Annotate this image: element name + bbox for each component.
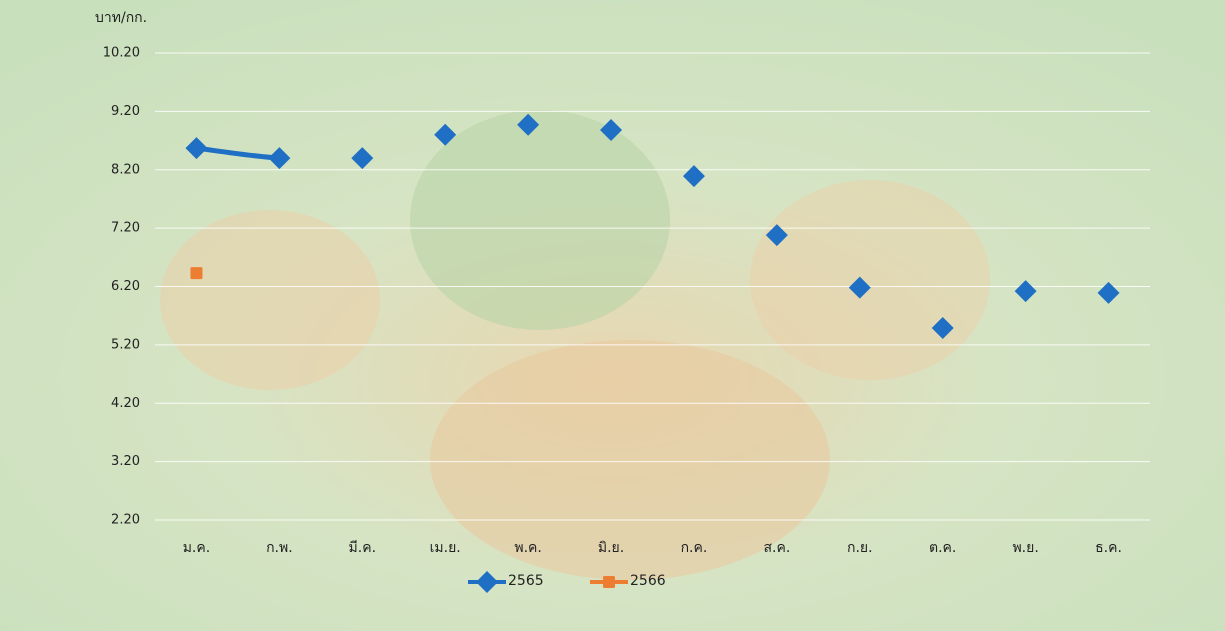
x-tick-label: มิ.ย. (598, 540, 624, 556)
y-tick-label: 8.20 (111, 162, 140, 177)
y-tick-label: 2.20 (111, 513, 140, 528)
data-point (1014, 280, 1037, 303)
y-tick-label: 3.20 (111, 454, 140, 469)
legend-label: 2566 (630, 573, 666, 589)
y-tick-label: 7.20 (111, 221, 140, 236)
y-tick-label: 9.20 (111, 104, 140, 119)
data-point (765, 224, 788, 247)
legend-label: 2565 (508, 573, 544, 589)
y-tick-label: 6.20 (111, 279, 140, 294)
y-tick-label: 5.20 (111, 337, 140, 352)
data-point (848, 276, 871, 299)
data-point (1097, 281, 1120, 304)
x-tick-label: มี.ค. (349, 540, 377, 556)
background-shape (750, 180, 990, 380)
y-tick-label: 10.20 (103, 46, 140, 61)
y-tick-label: 4.20 (111, 396, 140, 411)
data-point (517, 113, 540, 136)
background-shape (410, 110, 670, 330)
x-tick-label: ก.ย. (847, 540, 873, 556)
x-tick-label: ม.ค. (183, 540, 211, 556)
data-point (434, 123, 457, 146)
x-tick-label: ต.ค. (929, 540, 956, 556)
x-tick-label: ธ.ค. (1095, 540, 1122, 556)
x-tick-label: ก.พ. (266, 540, 293, 556)
x-tick-label: ส.ค. (763, 540, 790, 556)
x-tick-label: พ.ค. (514, 540, 542, 556)
data-point (931, 316, 954, 339)
data-point (268, 147, 291, 170)
legend-marker (476, 571, 498, 593)
data-point (351, 147, 374, 170)
legend-marker (603, 576, 615, 588)
background-shape (160, 210, 380, 390)
data-point (185, 137, 208, 160)
data-point (600, 119, 623, 142)
data-point (682, 165, 705, 188)
x-tick-label: เม.ย. (430, 540, 461, 556)
data-point (190, 267, 203, 280)
x-tick-label: พ.ย. (1012, 540, 1038, 556)
x-tick-label: ก.ค. (681, 540, 708, 556)
y-axis-title: บาท/กก. (95, 10, 147, 26)
